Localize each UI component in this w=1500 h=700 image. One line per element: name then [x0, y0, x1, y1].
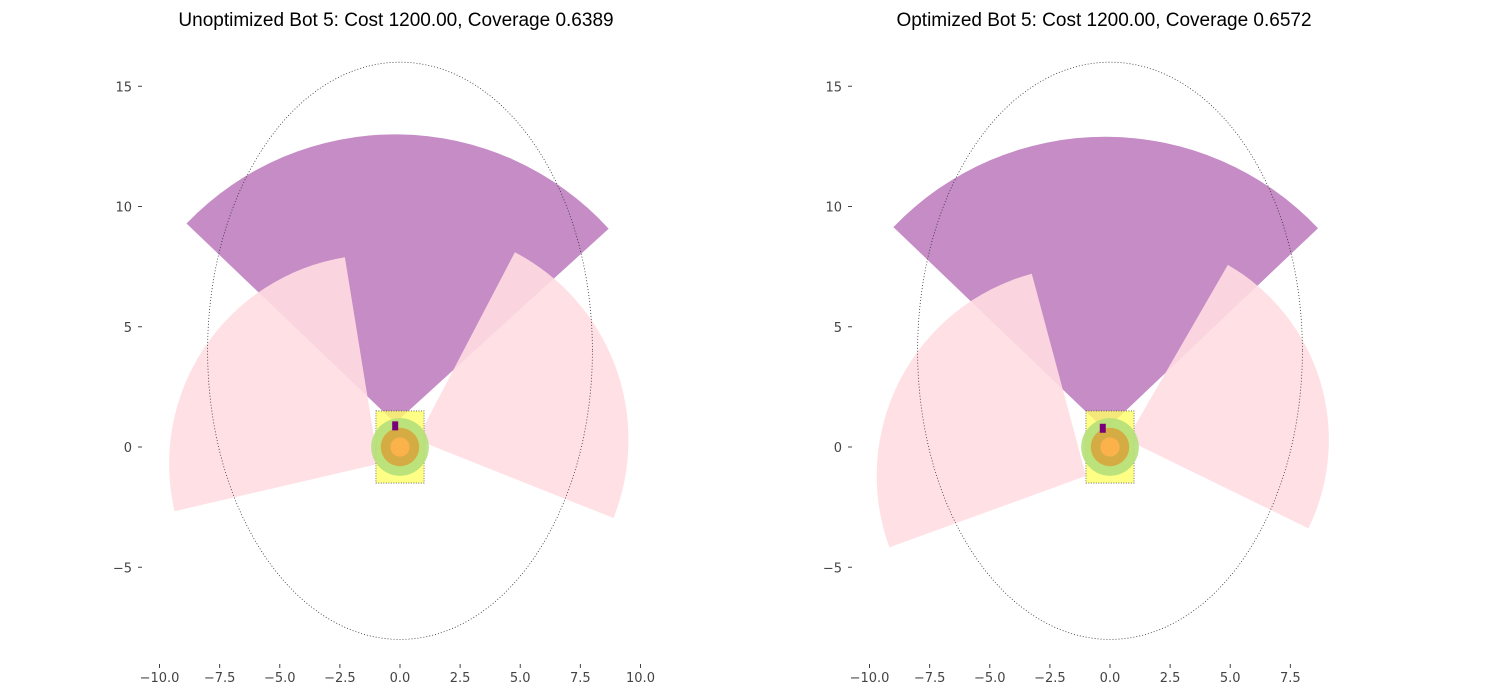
y-tick-label: 15: [115, 80, 132, 95]
x-tick-label: 10.0: [626, 671, 655, 686]
coverage-sector-3: [416, 252, 629, 519]
left-chart-plot: −10.0 −7.5 −5.0 −2.5 0.0 2.5 5.0 7.5 10.0 −5 0 5 10 1…: [113, 61, 655, 686]
sensor-marker: [392, 421, 399, 431]
y-tick-label: 5: [124, 321, 132, 336]
y-tick-label: 0: [834, 441, 842, 456]
x-tick-label: −5.0: [974, 671, 1006, 686]
coverage-ellipse: [917, 61, 1303, 640]
coverage-sector-1: [893, 136, 1319, 431]
coverage-sector-3: [1126, 264, 1329, 529]
x-tick-label: −7.5: [914, 671, 946, 686]
y-tick-label: −5: [113, 561, 132, 576]
x-tick-label: −2.5: [1034, 671, 1066, 686]
y-tick-label: 15: [825, 80, 842, 95]
x-tick-label: −10.0: [850, 671, 890, 686]
y-tick-label: 10: [115, 201, 132, 216]
x-tick-label: 5.0: [1220, 671, 1241, 686]
x-tick-label: 0.0: [1100, 671, 1121, 686]
robot-ring-3: [390, 437, 410, 457]
coverage-ellipse: [207, 61, 593, 640]
right-chart-title: Optimized Bot 5: Cost 1200.00, Coverage …: [896, 10, 1312, 31]
right-chart-plot: −10.0 −7.5 −5.0 −2.5 0.0 2.5 5.0 7.5 −5 0 5 10 15: [823, 61, 1329, 686]
y-tick-label: 0: [124, 441, 132, 456]
coverage-sector-2: [169, 257, 379, 512]
x-tick-label: 7.5: [1280, 671, 1301, 686]
x-tick-label: −5.0: [264, 671, 296, 686]
coverage-sector-2: [876, 273, 1086, 548]
x-tick-label: 2.5: [450, 671, 471, 686]
x-tick-label: 5.0: [510, 671, 531, 686]
left-chart-title: Unoptimized Bot 5: Cost 1200.00, Coverag…: [178, 10, 614, 31]
sensor-marker: [1099, 423, 1106, 433]
y-tick-label: 5: [834, 321, 842, 336]
y-tick-label: 10: [825, 201, 842, 216]
coverage-sector-1: [186, 134, 609, 423]
x-tick-label: 7.5: [570, 671, 591, 686]
x-tick-label: −2.5: [324, 671, 356, 686]
x-tick-label: 0.0: [390, 671, 411, 686]
robot-ring-3: [1100, 437, 1120, 457]
x-tick-label: −7.5: [204, 671, 236, 686]
x-tick-label: 2.5: [1160, 671, 1181, 686]
x-tick-label: −10.0: [140, 671, 180, 686]
y-tick-label: −5: [823, 561, 842, 576]
